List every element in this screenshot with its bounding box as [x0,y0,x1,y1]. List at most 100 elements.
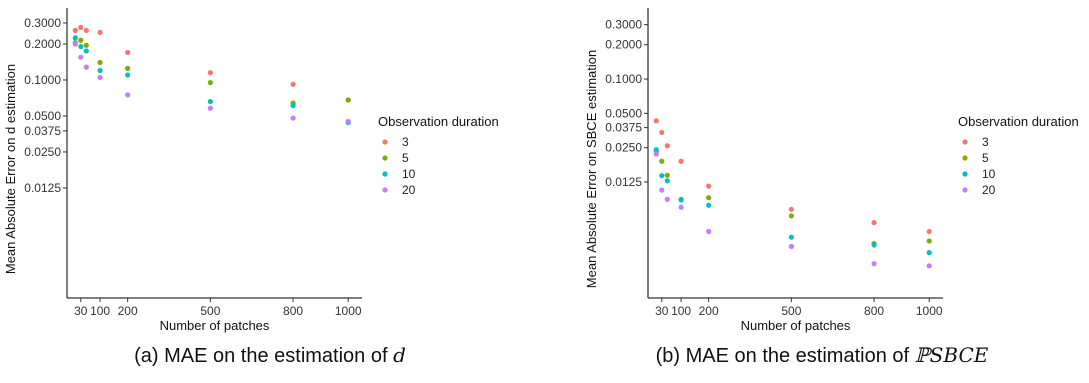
data-point-series-3 [78,25,83,30]
data-point-series-20 [927,263,932,268]
legend-label-3: 3 [982,135,989,149]
data-point-series-5 [789,213,794,218]
legend-swatch-5 [382,155,387,160]
y-tick-label: 0.0250 [605,141,642,155]
y-axis-title: Mean Absolute Error on d estimation [3,64,18,274]
x-tick-label: 800 [864,304,884,318]
legend-title: Observation duration [958,114,1079,129]
scatter-points [654,118,932,268]
legend-label-10: 10 [982,167,996,181]
data-point-series-3 [654,118,659,123]
data-point-series-5 [706,195,711,200]
legend-swatch-20 [382,187,387,192]
scatter-points [73,25,351,125]
data-point-series-20 [78,55,83,60]
x-axis-ticks: 30 100 200 500 800 1000 [655,298,943,318]
x-axis-title: Number of patches [160,318,270,333]
caption-text: (a) MAE on the estimation of [134,345,393,367]
data-point-series-20 [208,106,213,111]
data-point-series-3 [73,28,78,33]
data-point-series-5 [84,43,89,48]
data-point-series-3 [208,70,213,75]
data-point-series-5 [346,97,351,102]
data-point-series-3 [659,130,664,135]
data-point-series-20 [789,244,794,249]
legend-label-5: 5 [402,151,409,165]
x-axis-ticks: 30 100 200 500 800 1000 [74,298,362,318]
data-point-series-5 [78,38,83,43]
data-point-series-10 [678,197,683,202]
x-tick-label: 200 [118,304,138,318]
data-point-series-5 [208,80,213,85]
y-tick-label: 0.2000 [605,38,642,52]
x-tick-label: 100 [90,304,110,318]
legend-label-20: 20 [982,183,996,197]
data-point-series-20 [654,151,659,156]
x-tick-label: 30 [655,304,669,318]
data-point-series-20 [706,229,711,234]
data-point-series-20 [678,205,683,210]
data-point-series-3 [290,82,295,87]
x-tick-label: 30 [74,304,88,318]
data-point-series-10 [73,35,78,40]
x-tick-label: 200 [699,304,719,318]
data-point-series-10 [84,48,89,53]
data-point-series-5 [125,66,130,71]
data-point-series-3 [97,30,102,35]
data-point-series-3 [871,220,876,225]
data-point-series-10 [665,178,670,183]
data-point-series-5 [659,159,664,164]
data-point-series-3 [789,207,794,212]
y-tick-label: 0.0375 [24,124,61,138]
data-point-series-5 [665,173,670,178]
y-tick-label: 0.0500 [24,109,61,123]
data-point-series-10 [659,173,664,178]
data-point-series-10 [97,68,102,73]
data-point-series-10 [125,72,130,77]
y-tick-label: 0.0125 [605,175,642,189]
legend-items: 3 5 10 20 [962,135,995,197]
data-point-series-10 [927,250,932,255]
data-point-series-20 [871,261,876,266]
legend-label-5: 5 [982,151,989,165]
x-tick-label: 1000 [335,304,362,318]
legend-swatch-3 [382,139,387,144]
data-point-series-10 [789,235,794,240]
y-tick-label: 0.2000 [24,37,61,51]
data-point-series-5 [97,60,102,65]
data-point-series-3 [665,143,670,148]
data-point-series-20 [125,92,130,97]
data-point-series-3 [678,159,683,164]
legend-swatch-3 [962,139,967,144]
figure-caption-a: (a) MAE on the estimation of d [134,343,406,367]
data-point-series-3 [927,229,932,234]
legend: Observation duration 3 5 10 20 [958,114,1079,197]
data-point-series-3 [706,184,711,189]
y-tick-label: 0.3000 [24,16,61,30]
data-point-series-10 [208,99,213,104]
y-tick-label: 0.3000 [605,18,642,32]
caption-text: (b) MAE on the estimation of [656,345,915,367]
y-tick-label: 0.1000 [24,73,61,87]
data-point-series-20 [73,41,78,46]
legend-label-10: 10 [402,167,416,181]
figure-caption-b: (b) MAE on the estimation of ℙSBCE [656,343,989,367]
legend-items: 3 5 10 20 [382,135,415,197]
legend-swatch-20 [962,187,967,192]
data-point-series-20 [665,197,670,202]
data-point-series-20 [290,115,295,120]
y-tick-label: 0.0250 [24,145,61,159]
data-point-series-10 [290,103,295,108]
data-point-series-20 [97,75,102,80]
caption-math-symbol: ℙSBCE [915,343,989,367]
data-point-series-20 [84,65,89,70]
data-point-series-3 [84,28,89,33]
data-point-series-10 [871,242,876,247]
legend-swatch-10 [382,171,387,176]
data-point-series-10 [78,44,83,49]
legend-swatch-5 [962,155,967,160]
y-tick-label: 0.0375 [605,121,642,135]
